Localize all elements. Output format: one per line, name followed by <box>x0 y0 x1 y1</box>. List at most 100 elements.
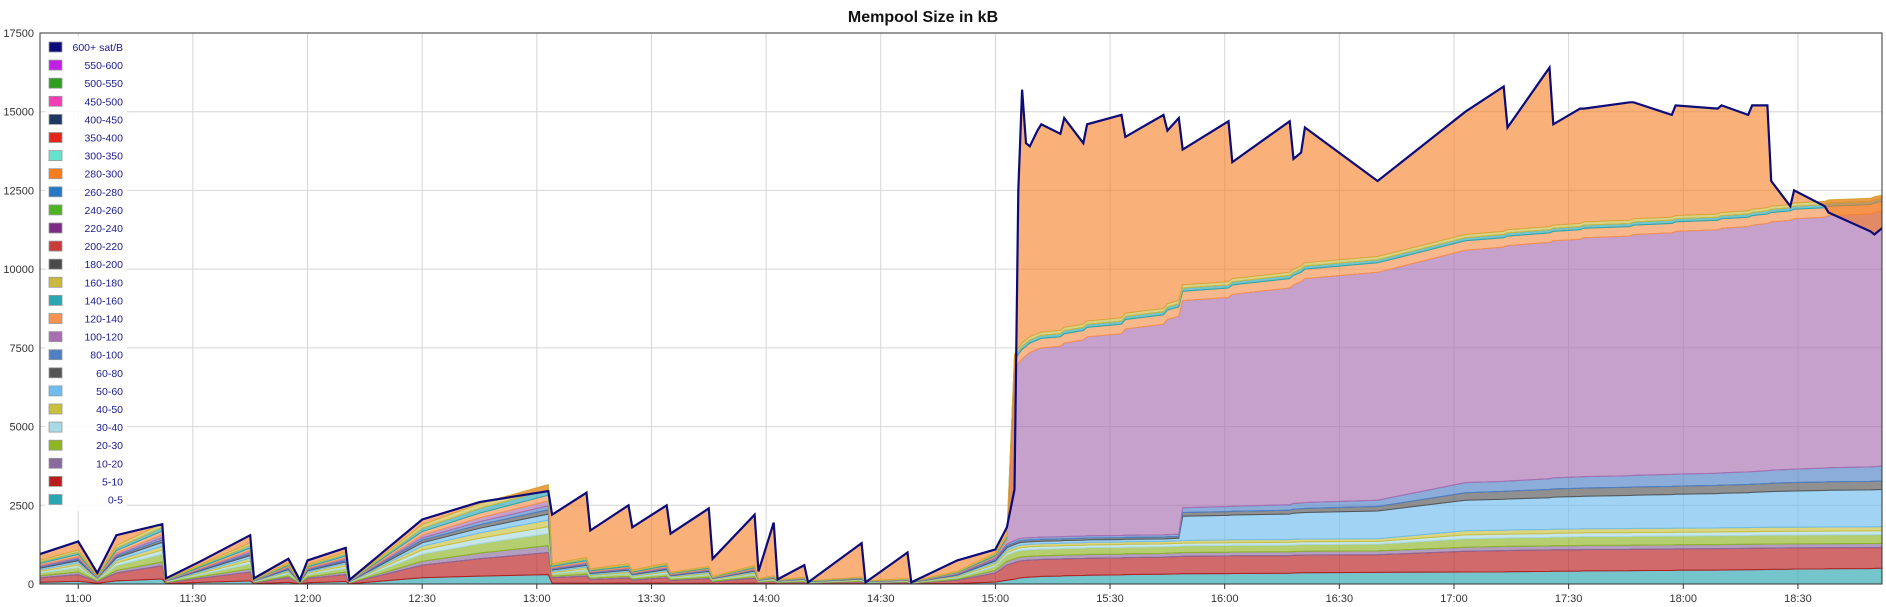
legend-label: 350-400 <box>84 133 123 145</box>
legend-label: 550-600 <box>84 60 123 72</box>
legend-item[interactable]: 30-40 <box>48 421 123 434</box>
legend-item[interactable]: 140-160 <box>48 294 123 307</box>
x-tick-label: 17:00 <box>1440 593 1468 605</box>
y-axis: 0 2500 5000 7500 10000 12500 15000 17500 <box>3 28 34 591</box>
legend-swatch <box>48 132 63 143</box>
legend-label: 5-10 <box>102 476 123 488</box>
legend-item[interactable]: 10-20 <box>48 457 123 470</box>
legend-label: 40-50 <box>96 404 123 416</box>
legend-item[interactable]: 200-220 <box>48 240 123 253</box>
legend-item[interactable]: 280-300 <box>48 168 123 181</box>
legend-item[interactable]: 450-500 <box>48 95 123 108</box>
legend-swatch <box>48 475 63 487</box>
legend-item[interactable]: 5-10 <box>48 475 123 488</box>
legend-item[interactable]: 160-180 <box>48 276 123 289</box>
y-tick-label: 5000 <box>10 422 34 434</box>
x-tick-label: 15:30 <box>1096 593 1124 605</box>
legend-swatch <box>48 331 63 343</box>
legend-swatch <box>48 276 63 288</box>
x-tick-label: 18:30 <box>1784 593 1812 605</box>
legend-item[interactable]: 20-30 <box>48 439 123 452</box>
legend: 600+ sat/B 550-600 500-550 450-500 400-450 35… <box>45 36 127 511</box>
legend-label: 260-280 <box>84 187 123 199</box>
legend-swatch <box>48 385 63 397</box>
x-tick-label: 13:30 <box>638 593 666 605</box>
legend-label: 30-40 <box>96 422 123 434</box>
legend-item[interactable]: 260-280 <box>48 186 123 199</box>
legend-item[interactable]: 220-240 <box>48 222 123 235</box>
legend-item[interactable]: 100-120 <box>48 331 123 344</box>
legend-swatch <box>48 403 63 415</box>
legend-item[interactable]: 600+ sat/B <box>48 41 124 54</box>
legend-label: 20-30 <box>96 440 123 452</box>
x-tick-label: 15:00 <box>982 593 1010 605</box>
legend-label: 10-20 <box>96 458 123 470</box>
legend-item[interactable]: 350-400 <box>48 132 123 145</box>
legend-item[interactable]: 50-60 <box>48 385 123 398</box>
x-tick-label: 17:30 <box>1555 593 1583 605</box>
y-tick-label: 17500 <box>3 28 34 40</box>
legend-swatch <box>48 294 63 306</box>
x-tick-label: 14:00 <box>752 593 780 605</box>
legend-label: 60-80 <box>96 368 123 380</box>
legend-swatch <box>48 204 63 216</box>
legend-item[interactable]: 400-450 <box>48 114 123 126</box>
legend-label: 0-5 <box>108 495 123 507</box>
x-tick-label: 11:30 <box>180 593 207 605</box>
y-tick-label: 0 <box>28 579 34 591</box>
legend-label: 600+ sat/B <box>73 42 124 54</box>
chart-title: Mempool Size in kB <box>848 9 998 26</box>
legend-item[interactable]: 60-80 <box>48 367 123 380</box>
x-tick-label: 16:30 <box>1326 593 1354 605</box>
legend-swatch <box>48 240 63 252</box>
legend-label: 300-350 <box>84 151 123 163</box>
legend-swatch <box>48 222 63 234</box>
legend-swatch <box>48 457 63 469</box>
x-tick-label: 18:00 <box>1670 593 1698 605</box>
y-tick-label: 7500 <box>10 343 34 355</box>
legend-label: 140-160 <box>84 295 123 307</box>
legend-item[interactable]: 120-140 <box>48 313 123 326</box>
legend-item[interactable]: 240-260 <box>48 204 123 217</box>
legend-swatch <box>48 59 63 71</box>
y-tick-label: 2500 <box>10 500 34 512</box>
legend-label: 500-550 <box>84 78 123 90</box>
legend-label: 450-500 <box>84 96 123 108</box>
x-tick-label: 12:00 <box>294 593 322 605</box>
legend-label: 400-450 <box>84 114 123 126</box>
legend-swatch <box>48 313 63 324</box>
x-axis: 11:00 11:30 12:00 12:30 13:00 13:30 14:00 14:30… <box>65 584 1812 605</box>
legend-swatch <box>48 95 63 107</box>
legend-swatch <box>48 421 63 433</box>
area-series-600-sat-b <box>40 67 1882 583</box>
legend-label: 120-140 <box>84 314 123 326</box>
legend-swatch <box>48 494 63 505</box>
legend-item[interactable]: 550-600 <box>48 59 123 72</box>
y-tick-label: 10000 <box>3 264 34 276</box>
legend-item[interactable]: 180-200 <box>48 258 123 271</box>
legend-swatch <box>48 77 63 89</box>
legend-item[interactable]: 80-100 <box>48 349 123 362</box>
legend-swatch <box>48 114 63 125</box>
legend-label: 100-120 <box>84 332 123 344</box>
legend-swatch <box>48 168 63 180</box>
legend-item[interactable]: 500-550 <box>48 77 123 90</box>
legend-label: 180-200 <box>84 259 123 271</box>
total-line <box>39 64 1883 585</box>
legend-swatch <box>48 258 63 270</box>
legend-label: 240-260 <box>84 205 123 217</box>
legend-item[interactable]: 0-5 <box>48 494 123 507</box>
legend-label: 80-100 <box>90 350 123 362</box>
x-tick-label: 16:00 <box>1211 593 1239 605</box>
legend-item[interactable]: 40-50 <box>48 403 123 416</box>
legend-item[interactable]: 300-350 <box>48 150 123 163</box>
legend-swatch <box>48 186 63 198</box>
x-tick-label: 11:00 <box>65 593 92 605</box>
stacked-areas <box>39 67 1883 585</box>
legend-swatch <box>48 150 63 162</box>
x-tick-label: 13:00 <box>523 593 551 605</box>
legend-label: 200-220 <box>84 241 123 253</box>
legend-swatch <box>48 439 63 451</box>
x-tick-label: 12:30 <box>408 593 436 605</box>
